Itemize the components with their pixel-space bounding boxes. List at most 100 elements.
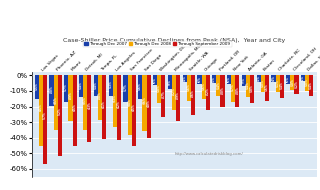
Bar	[261, 75, 265, 92]
Bar	[206, 75, 210, 110]
Bar	[265, 75, 269, 101]
Bar	[108, 75, 113, 96]
Bar	[147, 75, 151, 138]
Text: -22%: -22%	[206, 87, 210, 95]
Text: -36%: -36%	[142, 97, 147, 104]
Text: -28%: -28%	[98, 92, 102, 99]
Text: -41%: -41%	[102, 100, 106, 108]
Bar	[276, 75, 280, 93]
Text: -17%: -17%	[231, 83, 235, 91]
Legend: Through Dec 2007, Through Dec 2008, Through September 2009: Through Dec 2007, Through Dec 2008, Thro…	[83, 41, 232, 47]
Bar	[50, 75, 54, 106]
Bar	[94, 75, 98, 96]
Bar	[305, 75, 309, 91]
Bar	[153, 75, 157, 86]
Text: -33%: -33%	[113, 95, 117, 102]
Bar	[64, 75, 68, 102]
Text: -16%: -16%	[202, 82, 206, 90]
Text: -27%: -27%	[161, 90, 165, 98]
Text: -20%: -20%	[235, 86, 239, 93]
Bar	[39, 75, 43, 146]
Text: -43%: -43%	[87, 102, 92, 109]
Bar	[183, 75, 187, 82]
Bar	[191, 75, 195, 115]
Text: -6%: -6%	[153, 77, 157, 83]
Bar	[176, 75, 180, 120]
Bar	[83, 75, 87, 130]
Text: -10%: -10%	[290, 78, 294, 86]
Title: Case-Shiller Price Cumulative Declines from Peak (NSA),  Year and City: Case-Shiller Price Cumulative Declines f…	[63, 38, 285, 43]
Text: -6%: -6%	[286, 76, 290, 82]
Text: -38%: -38%	[128, 99, 132, 106]
Text: http://www.calculatedriskblog.com/: http://www.calculatedriskblog.com/	[174, 152, 243, 156]
Text: -16%: -16%	[265, 83, 269, 91]
Text: -52%: -52%	[58, 108, 62, 115]
Bar	[286, 75, 290, 84]
Text: -11%: -11%	[276, 79, 280, 87]
Bar	[250, 75, 254, 103]
Text: -45%: -45%	[132, 103, 136, 111]
Text: -45%: -45%	[39, 103, 43, 111]
Bar	[132, 75, 136, 146]
Bar	[309, 75, 313, 96]
Bar	[187, 75, 191, 101]
Text: -14%: -14%	[94, 81, 98, 89]
Bar	[128, 75, 132, 135]
Text: -5%: -5%	[212, 76, 216, 82]
Text: -16%: -16%	[187, 83, 191, 91]
Text: -35%: -35%	[83, 96, 87, 104]
Text: -22%: -22%	[172, 87, 176, 95]
Bar	[227, 75, 231, 84]
Text: -4%: -4%	[257, 75, 261, 81]
Text: -7%: -7%	[242, 77, 246, 83]
Text: -45%: -45%	[73, 103, 76, 111]
Text: -14%: -14%	[79, 81, 83, 89]
Text: -12%: -12%	[294, 80, 299, 88]
Text: -40%: -40%	[147, 100, 151, 107]
Text: -14%: -14%	[309, 81, 313, 89]
Text: -29%: -29%	[176, 92, 180, 100]
Text: -9%: -9%	[168, 79, 172, 85]
Bar	[113, 75, 117, 127]
Text: -17%: -17%	[124, 83, 127, 91]
Bar	[117, 75, 121, 140]
Text: -4%: -4%	[301, 75, 305, 81]
Text: -10%: -10%	[261, 79, 265, 86]
Bar	[242, 75, 246, 86]
Text: -42%: -42%	[117, 101, 121, 108]
Bar	[220, 75, 225, 107]
Text: -20%: -20%	[220, 86, 225, 93]
Bar	[246, 75, 250, 97]
Bar	[68, 75, 73, 120]
Text: -13%: -13%	[109, 81, 113, 88]
Bar	[231, 75, 235, 102]
Bar	[43, 75, 47, 164]
Bar	[161, 75, 165, 117]
Text: -29%: -29%	[68, 92, 72, 100]
Text: -6%: -6%	[197, 76, 202, 82]
Text: -6%: -6%	[227, 76, 231, 82]
Bar	[235, 75, 239, 107]
Bar	[290, 75, 294, 90]
Text: -17%: -17%	[64, 83, 68, 91]
Bar	[142, 75, 147, 131]
Bar	[197, 75, 202, 84]
Text: -20%: -20%	[50, 85, 53, 93]
Bar	[168, 75, 172, 89]
Text: -26%: -26%	[191, 89, 195, 97]
Bar	[172, 75, 176, 110]
Text: -10%: -10%	[305, 78, 309, 86]
Bar	[87, 75, 92, 142]
Bar	[102, 75, 106, 139]
Text: -35%: -35%	[54, 96, 58, 104]
Bar	[294, 75, 299, 94]
Text: -18%: -18%	[250, 84, 254, 92]
Text: -14%: -14%	[280, 82, 284, 89]
Bar	[73, 75, 77, 146]
Bar	[157, 75, 161, 103]
Text: -4%: -4%	[183, 76, 187, 81]
Text: -57%: -57%	[43, 112, 47, 119]
Bar	[271, 75, 276, 82]
Bar	[257, 75, 261, 82]
Bar	[79, 75, 83, 97]
